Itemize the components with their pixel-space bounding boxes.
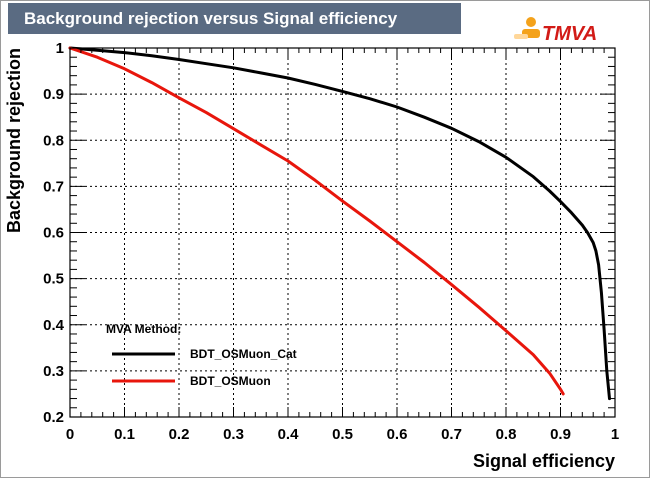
title-box [8,3,461,34]
x-tick-label: 0.4 [278,426,300,443]
y-tick-label: 0.2 [43,409,64,426]
x-tick-label: 0.5 [332,426,353,443]
y-tick-label: 0.7 [43,178,64,195]
x-tick-label: 0.1 [114,426,135,443]
x-tick-label: 0.6 [387,426,408,443]
x-tick-labels: 0 0.1 0.2 0.3 0.4 0.5 0.6 0.7 0.8 0.9 1 [66,426,619,443]
x-tick-label: 0.7 [441,426,462,443]
chart-title: Background rejection versus Signal effic… [24,9,398,28]
series-layer [68,46,611,401]
y-tick-label: 0.6 [43,225,64,242]
x-tick-label: 0 [66,426,74,443]
logo-text: TMVA [542,23,597,45]
series-line-bdt-osmuon-cat [68,46,611,401]
legend-title: MVA Method: [106,322,181,336]
legend-label-bdt-osmuon-cat: BDT_OSMuon_Cat [190,347,297,361]
x-tick-label: 0.9 [550,426,571,443]
y-tick-label: 0.5 [43,271,64,288]
tmva-logo: TMVA [514,17,597,45]
grid [70,48,615,417]
x-tick-label: 0.8 [496,426,517,443]
y-tick-label: 0.8 [43,132,64,149]
x-tick-label: 0.3 [223,426,244,443]
x-axis-title: Signal efficiency [473,451,615,471]
x-tick-label: 1 [611,426,619,443]
legend: MVA Method: BDT_OSMuon_Cat BDT_OSMuon [106,322,297,388]
logo-figure-icon [514,17,540,39]
y-tick-label: 0.9 [43,86,64,103]
legend-label-bdt-osmuon: BDT_OSMuon [190,374,271,388]
y-tick-label: 0.3 [43,363,64,380]
axis-ticks [69,47,616,418]
x-tick-label: 0.2 [169,426,190,443]
y-axis-title: Background rejection [4,48,24,233]
y-tick-label: 1 [56,40,64,57]
y-tick-label: 0.4 [43,317,65,334]
series-line-bdt-osmuon [68,46,565,396]
y-tick-labels: 0.2 0.3 0.4 0.5 0.6 0.7 0.8 0.9 1 [43,40,65,426]
